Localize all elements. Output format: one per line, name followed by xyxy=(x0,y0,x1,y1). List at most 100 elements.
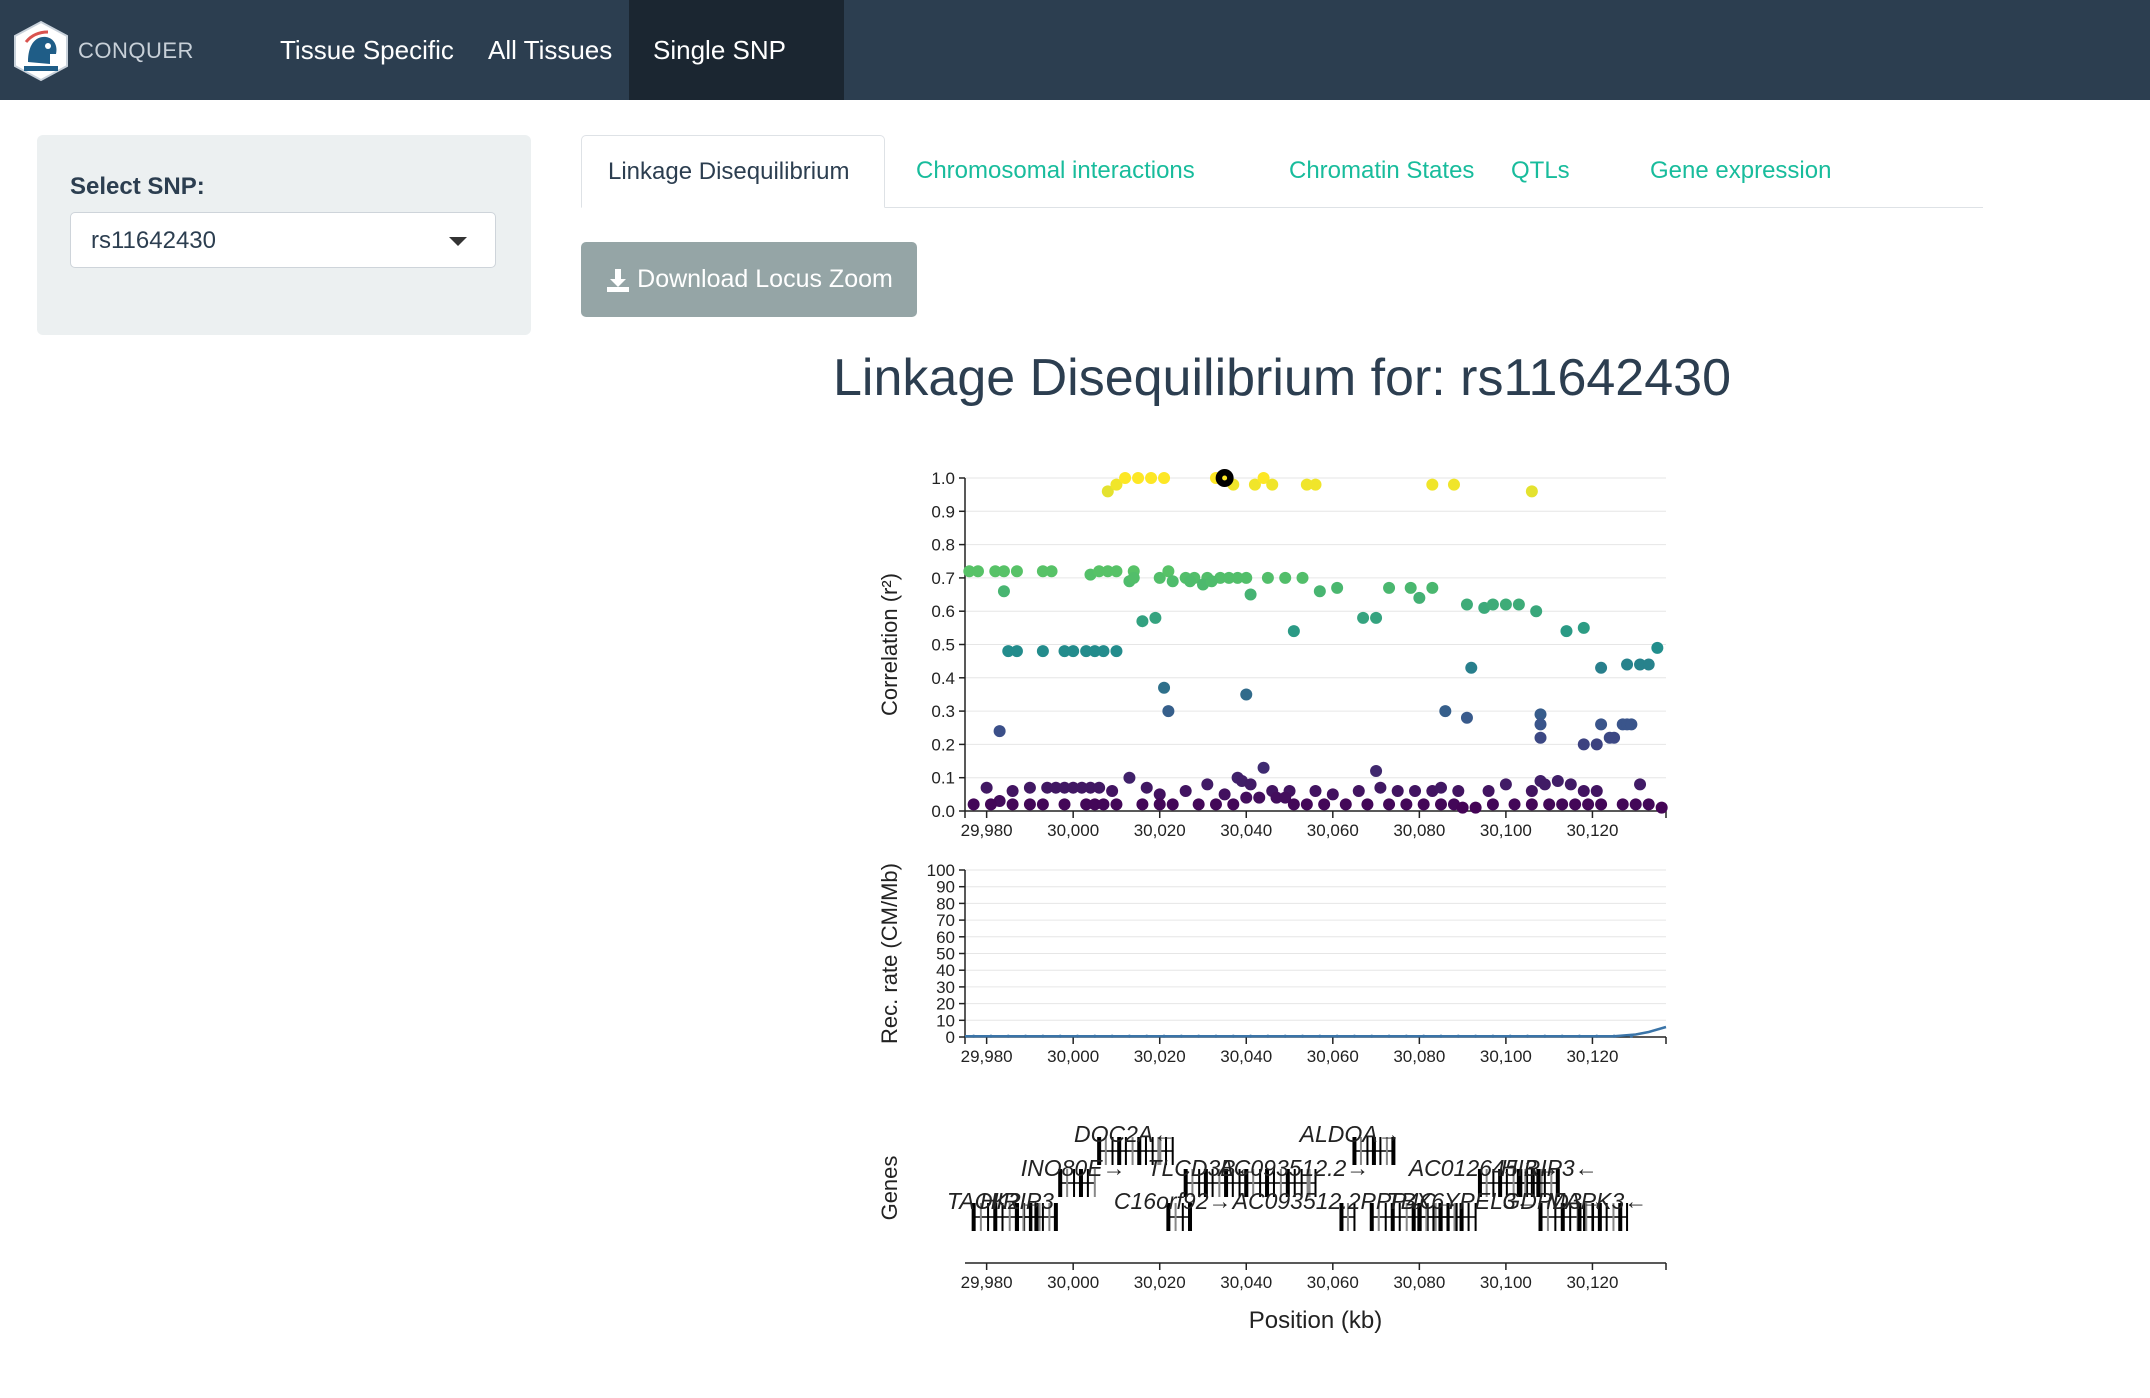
rec-rate-point xyxy=(1318,1034,1322,1038)
gene-exon xyxy=(1359,1137,1362,1165)
rec-x-tick-label: 30,040 xyxy=(1220,1047,1272,1066)
ld-snp-point xyxy=(1452,785,1465,798)
gene-exon xyxy=(1188,1203,1193,1231)
ld-snp-point xyxy=(1192,798,1205,811)
ld-snp-point xyxy=(1590,785,1603,798)
ld-snp-point xyxy=(1525,785,1538,798)
brand-name: CONQUER xyxy=(78,38,194,63)
ld-snp-point xyxy=(1400,798,1413,811)
gene-exon xyxy=(1165,1137,1168,1165)
gene-exon xyxy=(1028,1203,1031,1231)
rec-rate-point xyxy=(1577,1034,1582,1038)
chevron-down-icon[interactable] xyxy=(449,237,467,246)
select-snp-label: Select SNP: xyxy=(70,173,205,200)
ld-snp-point xyxy=(1352,785,1365,798)
ld-snp-point xyxy=(1093,565,1106,578)
tab-qtls[interactable]: QTLs xyxy=(1511,157,1570,184)
ld-snp-point xyxy=(1590,738,1603,751)
rec-rate-point xyxy=(1595,1034,1599,1038)
ld-snp-point xyxy=(1106,785,1119,798)
download-button-label: Download Locus Zoom xyxy=(637,265,893,293)
gene-exon xyxy=(1218,1169,1221,1197)
gene-label: AC012645.3→ xyxy=(1407,1155,1560,1181)
gene-exon xyxy=(1048,1203,1051,1231)
ld-snp-point xyxy=(1309,478,1322,491)
gene-exon xyxy=(1411,1203,1416,1231)
download-locus-zoom-button[interactable]: Download Locus Zoom xyxy=(581,242,917,317)
ld-snp-point xyxy=(1287,798,1300,811)
nav-all-tissues[interactable]: All Tissues xyxy=(488,35,613,65)
gene-exon xyxy=(1379,1137,1382,1165)
ld-snp-point xyxy=(989,565,1002,578)
rec-rate-point xyxy=(1474,1034,1478,1038)
gene-exon xyxy=(1265,1169,1270,1197)
rec-rate-point xyxy=(1093,1034,1097,1038)
gene-exon xyxy=(1569,1203,1572,1231)
rec-rate-point xyxy=(989,1034,993,1038)
ld-snp-point xyxy=(1218,788,1231,801)
rec-y-axis-label: Rec. rate (CM/Mb) xyxy=(877,863,902,1044)
gene-exon xyxy=(1211,1169,1214,1197)
nav-single-snp[interactable]: Single SNP xyxy=(629,0,844,100)
ld-y-tick-label: 0.5 xyxy=(931,636,955,655)
tab-chromatin-states[interactable]: Chromatin States xyxy=(1289,157,1475,184)
ld-x-tick-label: 29,980 xyxy=(961,821,1013,840)
rec-y-tick-label: 10 xyxy=(936,1011,955,1030)
brand[interactable]: CONQUER xyxy=(12,20,194,82)
ld-snp-point xyxy=(1075,781,1088,794)
gene-exon xyxy=(1530,1169,1533,1197)
ld-snp-point xyxy=(1110,798,1123,811)
ld-snp-point xyxy=(1426,478,1439,491)
gene-exon xyxy=(1306,1169,1311,1197)
ld-snp-point xyxy=(1158,681,1171,694)
rec-rate-point xyxy=(1283,1034,1287,1038)
tab-chromosomal-interactions[interactable]: Chromosomal interactions xyxy=(916,157,1195,184)
gene-exon xyxy=(1086,1169,1089,1197)
gene-exon xyxy=(1244,1169,1249,1197)
x-axis-label: Position (kb) xyxy=(1249,1307,1382,1334)
gene-exon xyxy=(1300,1169,1303,1197)
tab-gene-expression[interactable]: Gene expression xyxy=(1650,157,1832,184)
ld-x-tick-label: 30,080 xyxy=(1393,821,1445,840)
rec-x-tick-label: 30,000 xyxy=(1047,1047,1099,1066)
ld-snp-point xyxy=(1045,565,1058,578)
ld-snp-point xyxy=(1084,781,1097,794)
ld-snp-point xyxy=(1391,785,1404,798)
gene-label: DOC2A← xyxy=(1074,1121,1176,1147)
gene-exon xyxy=(1238,1169,1241,1197)
ld-snp-point xyxy=(1006,798,1019,811)
ld-snp-point xyxy=(1253,791,1266,804)
ld-snp-point xyxy=(1543,798,1556,811)
gene-exon xyxy=(1066,1169,1069,1197)
gene-exon xyxy=(1512,1169,1515,1197)
gene-exon xyxy=(1104,1137,1107,1165)
gene-exon xyxy=(1166,1203,1171,1231)
ld-snp-point xyxy=(1067,645,1080,658)
ld-snp-point xyxy=(1058,781,1071,794)
ld-x-tick-label: 30,040 xyxy=(1220,821,1272,840)
ld-snp-point xyxy=(1110,565,1123,578)
rec-rate-point xyxy=(1300,1034,1305,1038)
ld-snp-point xyxy=(997,565,1010,578)
ld-snp-point xyxy=(1577,738,1590,751)
gene-exon xyxy=(1371,1137,1376,1165)
gene-label: AC093512.2PPP4C→ xyxy=(1231,1188,1459,1214)
nav-tissue-specific[interactable]: Tissue Specific xyxy=(280,35,454,65)
rec-y-tick-label: 30 xyxy=(936,978,955,997)
ld-snp-point xyxy=(1153,571,1166,584)
ld-snp-point xyxy=(1036,565,1049,578)
ld-snp-point xyxy=(1153,798,1166,811)
ld-snp-point xyxy=(1634,658,1647,671)
ld-snp-point xyxy=(1577,785,1590,798)
rec-rate-point xyxy=(1543,1034,1547,1038)
rec-x-tick-label: 30,120 xyxy=(1566,1047,1618,1066)
ld-y-tick-label: 0.9 xyxy=(931,502,955,521)
ld-snp-point xyxy=(1184,575,1197,588)
gene-label: TAOK2→ xyxy=(947,1188,1044,1214)
gene-exon xyxy=(1612,1203,1615,1231)
tab-linkage-disequilibrium[interactable]: Linkage Disequilibrium xyxy=(581,135,885,208)
ld-x-tick-label: 30,060 xyxy=(1307,821,1359,840)
rec-rate-point xyxy=(1179,1034,1183,1038)
snp-select[interactable]: rs11642430 xyxy=(70,212,496,268)
ld-snp-point xyxy=(1318,798,1331,811)
